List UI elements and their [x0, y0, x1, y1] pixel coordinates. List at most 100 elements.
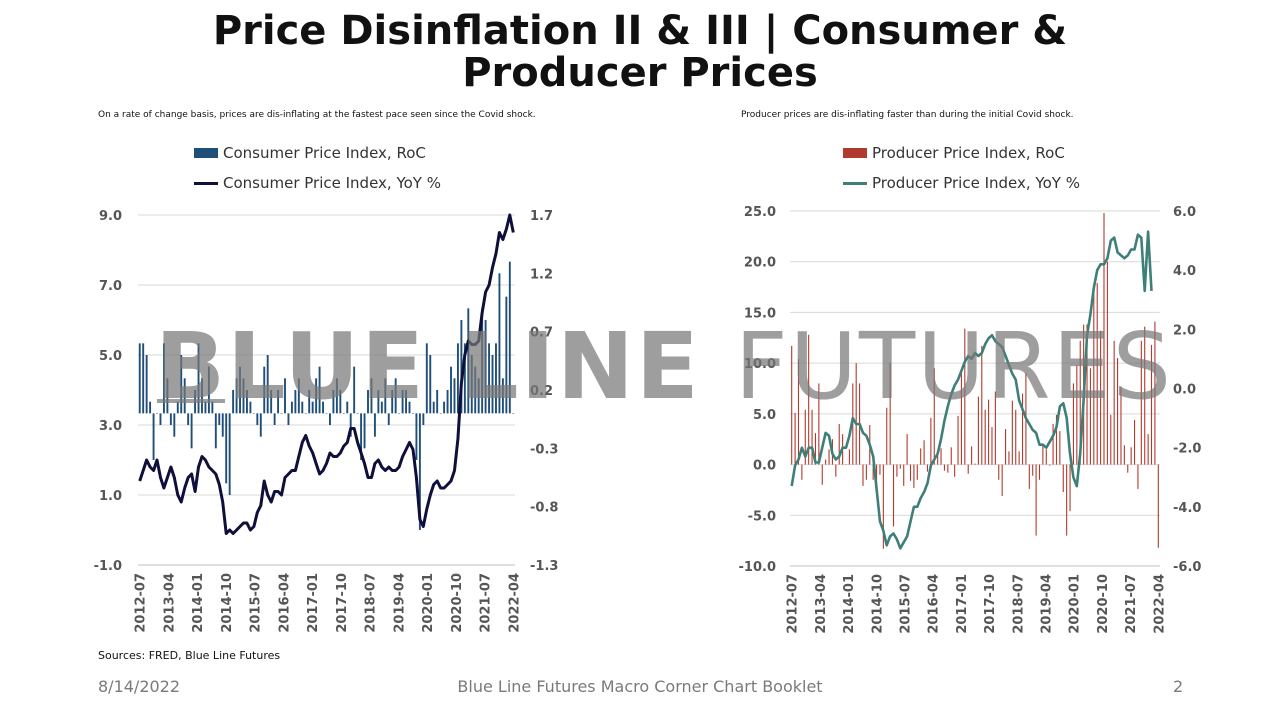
- ppi-right-tick-label: -2.0: [1173, 442, 1201, 457]
- cpi-roc-bar: [488, 343, 491, 414]
- ppi-x-tick-label: 2022-04: [1152, 574, 1167, 634]
- ppi-right-tick-label: 0.0: [1173, 383, 1196, 398]
- cpi-x-tick-label: 2021-07: [479, 573, 494, 633]
- cpi-roc-bar: [453, 378, 456, 414]
- ppi-x-tick-label: 2015-07: [899, 574, 914, 634]
- ppi-x-tick-label: 2020-01: [1068, 574, 1083, 634]
- cpi-x-tick-label: 2022-04: [507, 573, 522, 633]
- ppi-roc-bar: [1113, 340, 1115, 465]
- cpi-x-tick-label: 2018-07: [364, 573, 379, 633]
- ppi-right-tick-label: 6.0: [1173, 205, 1196, 220]
- cpi-roc-bar: [301, 401, 304, 414]
- ppi-roc-bar: [1038, 464, 1041, 480]
- ppi-roc-bar: [835, 464, 837, 477]
- ppi-roc-bar: [971, 446, 973, 465]
- cpi-right-tick-label: 1.7: [530, 209, 553, 224]
- cpi-roc-bar: [384, 378, 387, 414]
- left-legend: Consumer Price Index, RoC Consumer Price…: [194, 138, 441, 198]
- ppi-roc-bar: [821, 464, 823, 485]
- cpi-roc-bar: [481, 308, 484, 414]
- ppi-roc-bar: [1069, 464, 1071, 512]
- cpi-roc-bar: [169, 413, 172, 425]
- ppi-roc-bar: [1045, 449, 1047, 465]
- ppi-roc-bar: [882, 464, 884, 549]
- ppi-roc-bar: [943, 464, 945, 471]
- ppi-roc-bar: [1015, 409, 1017, 465]
- ppi-roc-bar: [1055, 414, 1058, 465]
- ppi-roc-bar: [1032, 464, 1034, 476]
- cpi-roc-bar: [495, 343, 497, 414]
- cpi-roc-bar: [166, 378, 169, 414]
- cpi-roc-bar: [162, 343, 165, 414]
- ppi-roc-bar: [964, 328, 966, 465]
- legend-label: Producer Price Index, RoC: [872, 144, 1065, 162]
- cpi-roc-bar: [349, 413, 352, 437]
- cpi-roc-bar: [235, 378, 238, 414]
- ppi-roc-bar: [1052, 424, 1054, 465]
- legend-item-line: Producer Price Index, YoY %: [843, 168, 1080, 198]
- ppi-roc-bar: [855, 363, 857, 465]
- cpi-roc-bar: [342, 413, 345, 414]
- ppi-x-tick-label: 2014-10: [870, 574, 885, 634]
- ppi-roc-bar: [926, 464, 929, 472]
- cpi-roc-bar: [273, 413, 276, 425]
- cpi-roc-bar: [394, 378, 397, 414]
- cpi-roc-bar: [443, 401, 446, 414]
- ppi-roc-bar: [977, 396, 979, 465]
- ppi-roc-bar: [947, 464, 949, 473]
- cpi-roc-bar: [353, 366, 356, 414]
- ppi-roc-bar: [1147, 434, 1149, 465]
- ppi-roc-bar: [1103, 213, 1105, 465]
- ppi-roc-bar: [1117, 358, 1119, 465]
- cpi-roc-bar: [474, 366, 477, 414]
- ppi-roc-bar: [1089, 368, 1091, 465]
- cpi-roc-bar: [460, 320, 463, 414]
- cpi-roc-bar: [173, 413, 176, 437]
- cpi-roc-bar: [501, 378, 504, 414]
- ppi-left-tick-label: -10.0: [739, 560, 776, 575]
- cpi-x-tick-label: 2019-04: [392, 573, 407, 633]
- legend-swatch-bar: [843, 148, 867, 158]
- cpi-x-tick-label: 2015-07: [249, 573, 264, 633]
- ppi-roc-bar: [903, 464, 905, 486]
- ppi-left-tick-label: 15.0: [744, 306, 776, 321]
- ppi-roc-bar: [818, 383, 820, 465]
- ppi-roc-bar: [1137, 464, 1139, 489]
- ppi-roc-bar: [913, 464, 915, 488]
- cpi-roc-bar: [149, 401, 152, 414]
- cpi-left-tick-label: 1.0: [99, 489, 122, 504]
- ppi-roc-bar: [1133, 419, 1136, 465]
- cpi-roc-bar: [277, 390, 280, 414]
- cpi-roc-bar: [356, 413, 359, 414]
- cpi-roc-bar: [505, 296, 508, 414]
- ppi-roc-bar: [801, 464, 803, 480]
- cpi-roc-bar: [156, 413, 158, 414]
- ppi-roc-bar: [1059, 431, 1061, 465]
- watermark-underline: [157, 399, 225, 403]
- cpi-left-tick-label: 3.0: [99, 419, 122, 434]
- cpi-roc-bar: [508, 261, 511, 414]
- cpi-roc-bar: [387, 413, 390, 425]
- cpi-roc-bar: [218, 413, 221, 425]
- cpi-roc-bar: [176, 401, 179, 414]
- cpi-roc-bar: [512, 413, 515, 414]
- cpi-roc-bar: [245, 390, 248, 414]
- ppi-roc-bar: [967, 464, 969, 474]
- cpi-roc-bar: [242, 378, 245, 414]
- ppi-roc-bar: [1079, 340, 1081, 465]
- ppi-roc-bar: [1154, 321, 1156, 465]
- cpi-roc-bar: [280, 413, 283, 414]
- cpi-roc-bar: [308, 390, 311, 414]
- cpi-roc-bar: [398, 413, 401, 414]
- cpi-roc-bar: [339, 390, 342, 414]
- cpi-roc-bar: [180, 355, 183, 414]
- ppi-roc-bar: [1120, 386, 1122, 465]
- ppi-x-tick-label: 2012-07: [786, 574, 801, 634]
- cpi-x-tick-label: 2017-10: [335, 573, 350, 633]
- ppi-roc-bar: [865, 464, 867, 480]
- ppi-roc-bar: [957, 415, 959, 465]
- ppi-roc-bar: [937, 452, 939, 465]
- ppi-roc-bar: [1100, 330, 1102, 465]
- cpi-roc-bar: [418, 413, 421, 530]
- ppi-right-tick-label: 4.0: [1173, 264, 1196, 279]
